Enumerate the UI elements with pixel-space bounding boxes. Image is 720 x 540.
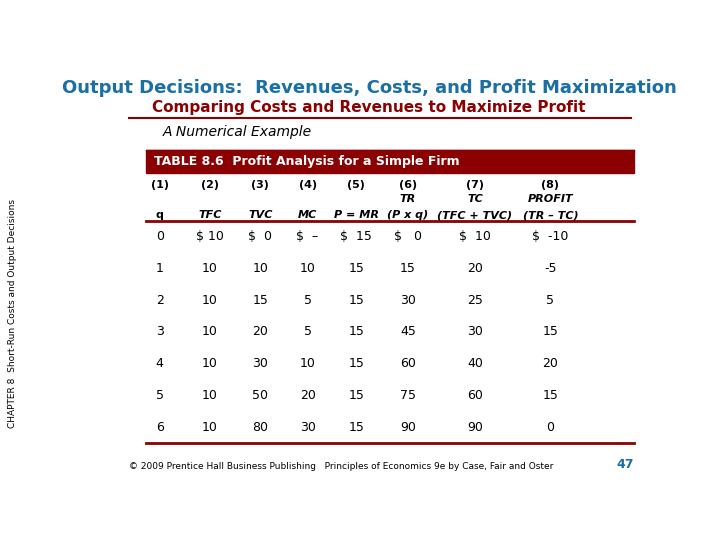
Text: 4: 4 [156,357,163,370]
Text: 20: 20 [300,389,315,402]
Text: 6: 6 [156,421,163,434]
Text: 15: 15 [348,294,364,307]
Text: 30: 30 [300,421,315,434]
Text: 40: 40 [467,357,483,370]
Text: 10: 10 [202,262,218,275]
Text: 15: 15 [542,326,558,339]
Text: 30: 30 [467,326,483,339]
Text: $  10: $ 10 [459,230,491,243]
Text: 75: 75 [400,389,416,402]
Text: TC: TC [467,194,483,204]
Text: 60: 60 [400,357,416,370]
Text: (3): (3) [251,180,269,191]
Text: 30: 30 [252,357,268,370]
Text: 15: 15 [348,326,364,339]
Text: 1: 1 [156,262,163,275]
Text: $ 10: $ 10 [196,230,224,243]
Text: 30: 30 [400,294,416,307]
Text: (6): (6) [399,180,417,191]
Text: TFC: TFC [198,210,222,220]
Text: 20: 20 [467,262,483,275]
Text: 15: 15 [348,389,364,402]
Text: 5: 5 [304,294,312,307]
Text: 15: 15 [348,357,364,370]
Text: MC: MC [298,210,318,220]
Text: (5): (5) [347,180,365,191]
Text: 90: 90 [467,421,483,434]
Text: (4): (4) [299,180,317,191]
Text: 0: 0 [156,230,163,243]
Text: $  0: $ 0 [248,230,272,243]
Text: 10: 10 [202,389,218,402]
Text: (TFC + TVC): (TFC + TVC) [438,210,513,220]
Text: Output Decisions:  Revenues, Costs, and Profit Maximization: Output Decisions: Revenues, Costs, and P… [62,79,676,97]
Text: 10: 10 [202,294,218,307]
Text: 5: 5 [156,389,163,402]
Text: 47: 47 [616,458,634,471]
Text: © 2009 Prentice Hall Business Publishing   Principles of Economics 9e by Case, F: © 2009 Prentice Hall Business Publishing… [129,462,554,471]
Text: 10: 10 [300,262,315,275]
Text: 10: 10 [252,262,268,275]
Text: TR: TR [400,194,416,204]
Text: P = MR: P = MR [333,210,379,220]
Text: 3: 3 [156,326,163,339]
Text: PROFIT: PROFIT [528,194,573,204]
Text: 15: 15 [348,262,364,275]
Text: 20: 20 [542,357,558,370]
Text: -5: -5 [544,262,557,275]
Text: $  15: $ 15 [341,230,372,243]
Text: q: q [156,210,163,220]
Text: 50: 50 [252,389,268,402]
Text: 5: 5 [546,294,554,307]
Text: 10: 10 [202,326,218,339]
Text: (P x q): (P x q) [387,210,428,220]
Text: 0: 0 [546,421,554,434]
Text: (TR – TC): (TR – TC) [523,210,578,220]
Text: 25: 25 [467,294,483,307]
Text: $  -10: $ -10 [532,230,569,243]
Text: 2: 2 [156,294,163,307]
Text: 80: 80 [252,421,268,434]
Text: TVC: TVC [248,210,272,220]
Text: $   0: $ 0 [394,230,422,243]
Text: 5: 5 [304,326,312,339]
Text: CHAPTER 8  Short-Run Costs and Output Decisions: CHAPTER 8 Short-Run Costs and Output Dec… [9,199,17,428]
Text: (2): (2) [201,180,219,191]
Text: 15: 15 [252,294,268,307]
Text: Comparing Costs and Revenues to Maximize Profit: Comparing Costs and Revenues to Maximize… [152,100,586,115]
Text: 10: 10 [202,357,218,370]
Text: 15: 15 [348,421,364,434]
Text: $  –: $ – [297,230,319,243]
Text: 10: 10 [300,357,315,370]
Text: 60: 60 [467,389,483,402]
Text: 15: 15 [542,389,558,402]
Text: 15: 15 [400,262,416,275]
Text: TABLE 8.6  Profit Analysis for a Simple Firm: TABLE 8.6 Profit Analysis for a Simple F… [154,155,460,168]
Text: A Numerical Example: A Numerical Example [163,125,312,139]
Text: 45: 45 [400,326,416,339]
Text: (1): (1) [150,180,168,191]
Text: 90: 90 [400,421,416,434]
Text: 10: 10 [202,421,218,434]
Text: 20: 20 [252,326,268,339]
Text: (8): (8) [541,180,559,191]
Bar [145,150,634,173]
Text: (7): (7) [466,180,484,191]
